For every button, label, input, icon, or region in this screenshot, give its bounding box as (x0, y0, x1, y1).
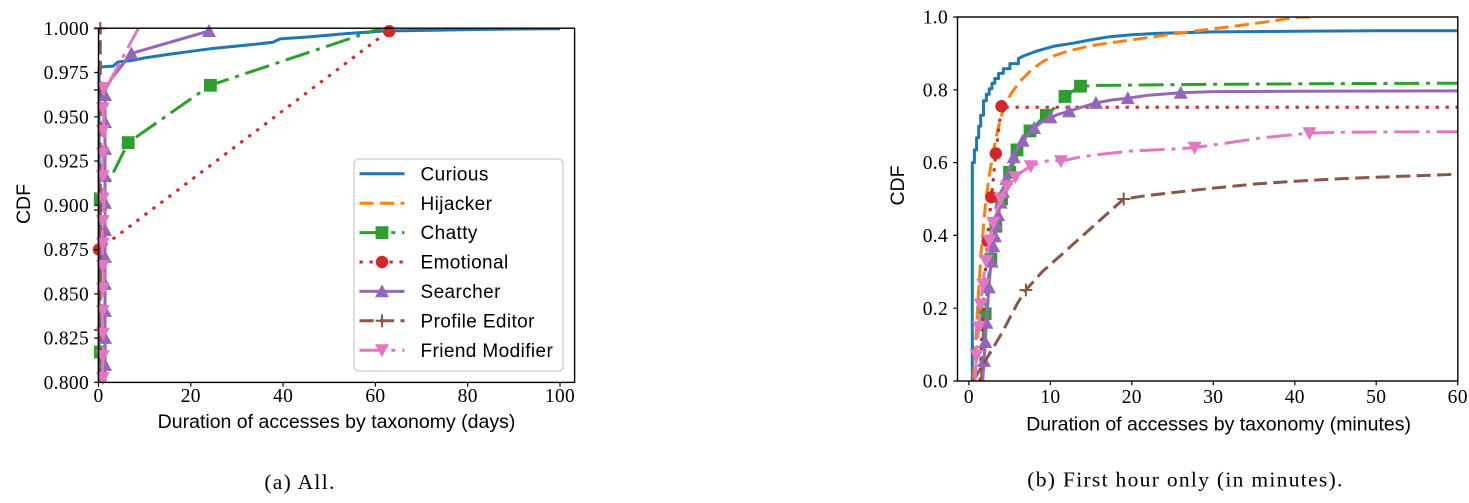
svg-text:Friend Modifier: Friend Modifier (421, 341, 554, 362)
svg-text:0.8: 0.8 (923, 80, 948, 101)
svg-text:CDF: CDF (887, 165, 909, 205)
svg-text:1.0: 1.0 (923, 8, 948, 29)
svg-text:1.000: 1.000 (44, 19, 89, 40)
svg-text:0.925: 0.925 (44, 152, 89, 173)
svg-text:Duration of accesses by taxono: Duration of accesses by taxonomy (days) (158, 411, 516, 433)
svg-text:30: 30 (1203, 387, 1223, 408)
svg-text:Emotional: Emotional (421, 253, 509, 274)
svg-text:0.4: 0.4 (923, 226, 948, 247)
svg-text:0.800: 0.800 (44, 373, 89, 394)
svg-text:(b) First hour only (in minute: (b) First hour only (in minutes). (1027, 468, 1343, 492)
svg-text:50: 50 (1366, 387, 1386, 408)
svg-text:Chatty: Chatty (421, 223, 478, 244)
svg-text:Hijacker: Hijacker (421, 194, 493, 215)
svg-text:40: 40 (273, 386, 293, 407)
svg-text:0.850: 0.850 (44, 285, 89, 306)
svg-text:60: 60 (365, 386, 385, 407)
svg-text:20: 20 (181, 386, 201, 407)
svg-text:CDF: CDF (13, 184, 35, 224)
svg-text:0.6: 0.6 (923, 153, 948, 174)
svg-text:80: 80 (458, 386, 478, 407)
svg-text:0: 0 (964, 387, 974, 408)
svg-text:Duration of accesses by taxono: Duration of accesses by taxonomy (minute… (1026, 414, 1411, 436)
svg-text:Curious: Curious (421, 164, 489, 185)
svg-text:0.900: 0.900 (44, 196, 89, 217)
svg-text:0.975: 0.975 (44, 63, 89, 84)
svg-text:Searcher: Searcher (421, 282, 502, 303)
svg-text:100: 100 (545, 386, 575, 407)
svg-text:0.950: 0.950 (44, 107, 89, 128)
svg-text:10: 10 (1040, 387, 1060, 408)
svg-text:0.875: 0.875 (44, 240, 89, 261)
svg-text:20: 20 (1122, 387, 1142, 408)
svg-text:0: 0 (93, 386, 103, 407)
svg-text:40: 40 (1285, 387, 1305, 408)
svg-text:0.0: 0.0 (923, 372, 948, 393)
svg-text:(a) All.: (a) All. (264, 470, 335, 494)
svg-text:0.2: 0.2 (923, 299, 948, 320)
svg-text:Profile Editor: Profile Editor (421, 311, 536, 332)
svg-text:0.825: 0.825 (44, 329, 89, 350)
svg-text:60: 60 (1448, 387, 1468, 408)
